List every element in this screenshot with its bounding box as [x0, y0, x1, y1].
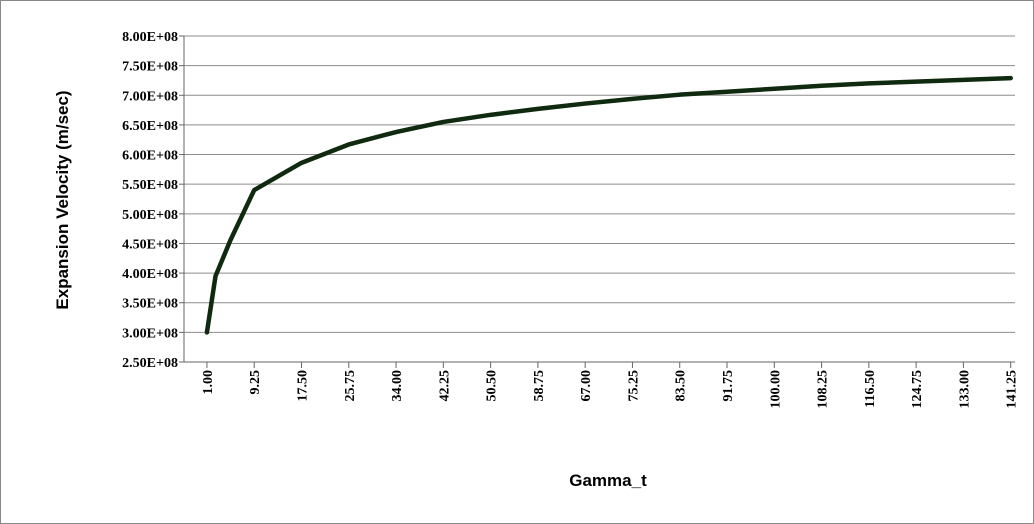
x-tick-label: 1.00: [201, 370, 216, 395]
x-axis-title: Gamma_t: [569, 471, 647, 490]
x-tick-label: 108.25: [816, 370, 831, 409]
x-tick-label: 83.50: [674, 370, 689, 402]
x-tick-label: 17.50: [295, 370, 310, 402]
x-tick-label: 50.50: [485, 370, 500, 402]
y-tick-label: 3.00E+08: [122, 326, 178, 341]
x-tick-label: 124.75: [910, 370, 925, 409]
y-tick-label: 4.50E+08: [122, 237, 178, 252]
x-tick-label: 91.75: [721, 370, 736, 402]
x-tick-label: 75.25: [626, 370, 641, 402]
y-tick-label: 7.00E+08: [122, 89, 178, 104]
x-tick-label: 116.50: [863, 370, 878, 408]
x-tick-label: 34.00: [390, 370, 405, 402]
x-tick-label: 25.75: [343, 370, 358, 402]
y-tick-label: 2.50E+08: [122, 356, 178, 371]
line-series: [204, 75, 1013, 335]
y-tick-label: 6.00E+08: [122, 149, 178, 164]
x-tick-label: 58.75: [532, 370, 547, 402]
x-tick-label: 100.00: [768, 370, 783, 409]
y-tick-label: 4.00E+08: [122, 267, 178, 282]
y-axis-title: Expansion Velocity (m/sec): [53, 90, 72, 309]
y-tick-label: 5.50E+08: [122, 178, 178, 193]
y-tick-label: 3.50E+08: [122, 297, 178, 312]
y-tick-label: 7.50E+08: [122, 60, 178, 75]
x-tick-label: 42.25: [437, 370, 452, 402]
x-tick-label: 141.25: [1005, 370, 1020, 409]
y-tick-label: 6.50E+08: [122, 119, 178, 134]
x-tick-label: 9.25: [248, 370, 263, 395]
x-tick-label: 67.00: [579, 370, 594, 402]
y-tick-label: 5.00E+08: [122, 208, 178, 223]
y-tick-label: 8.00E+08: [122, 30, 178, 45]
x-tick-label: 133.00: [957, 370, 972, 409]
